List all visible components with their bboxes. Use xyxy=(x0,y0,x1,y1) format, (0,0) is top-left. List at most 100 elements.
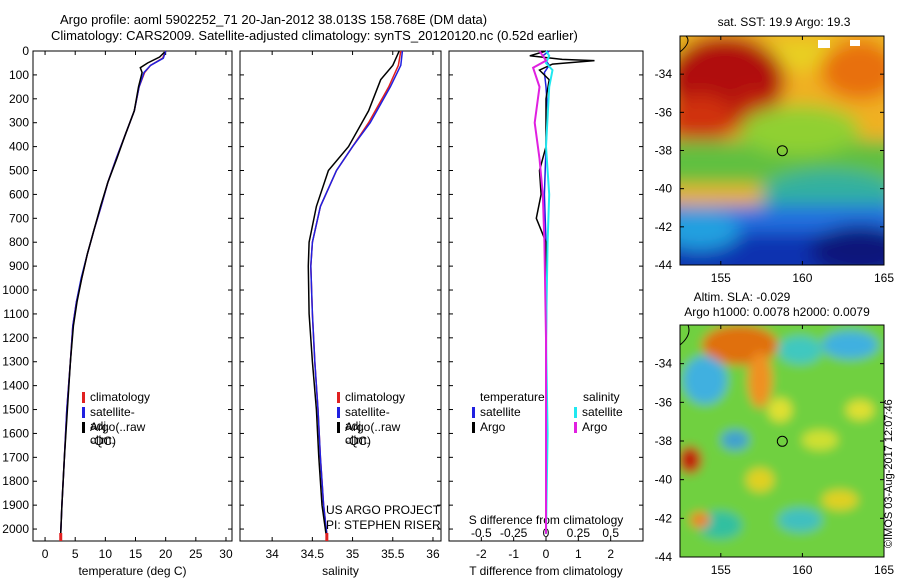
x-tick-label-t: 0 xyxy=(543,547,550,561)
project-name: US ARGO PROJECT xyxy=(326,503,441,517)
sst-title: sat. SST: 19.9 Argo: 19.3 xyxy=(718,15,851,29)
series-line-salinity-argo xyxy=(531,50,548,534)
sla-heatmap xyxy=(680,325,884,557)
depth-tick-label: 800 xyxy=(9,235,29,249)
legend-label-satellite: satellite-adj. clim. xyxy=(345,405,390,447)
legend-swatch-s-argo xyxy=(574,422,577,433)
x-tick-label: 36 xyxy=(426,547,440,561)
sst-heatmap xyxy=(680,36,884,265)
x-tick-label: 0 xyxy=(42,547,49,561)
x-tick-label: 25 xyxy=(189,547,203,561)
sla-title: Altim. SLA: -0.029 xyxy=(694,290,791,304)
legend-swatch-satellite xyxy=(337,407,340,418)
legend-swatch-climatology xyxy=(337,392,340,403)
depth-tick-label: 1200 xyxy=(2,331,29,345)
project-annotation: US ARGO PROJECT PI: STEPHEN RISER xyxy=(326,503,441,533)
series-line-satellite-adj-clim- xyxy=(59,50,167,534)
sla-subtitle: Argo h1000: 0.0078 h2000: 0.0079 xyxy=(684,305,870,319)
map-y-tick-label: -34 xyxy=(655,357,673,371)
depth-tick-label: 900 xyxy=(9,259,29,273)
map-y-tick-label: -40 xyxy=(655,473,673,487)
x-tick-label-t: -1 xyxy=(508,547,519,561)
legend-label-t-argo: Argo xyxy=(480,420,506,434)
series-line-temperature-argo xyxy=(529,50,595,534)
x-tick-label-t: 1 xyxy=(575,547,582,561)
difference-legend: temperature salinity satellite Argo sate… xyxy=(472,390,642,440)
map-y-tick-label: -38 xyxy=(655,434,673,448)
x-tick-label: 15 xyxy=(129,547,143,561)
depth-tick-label: 700 xyxy=(9,211,29,225)
x-tick-label-s: -0.25 xyxy=(500,526,528,540)
sst-argo-location-marker xyxy=(776,145,788,157)
series-line-climatology xyxy=(59,50,167,534)
map-y-tick-label: -42 xyxy=(655,511,673,525)
legend-label-argo: Argo(..raw -QC) xyxy=(345,420,401,448)
x-tick-label-t: -2 xyxy=(476,547,487,561)
x-tick-label-s: -0.5 xyxy=(471,526,492,540)
depth-tick-label: 200 xyxy=(9,92,29,106)
x-tick-label-s: 0.25 xyxy=(567,526,591,540)
map-y-tick-label: -42 xyxy=(655,220,673,234)
x-tick-label: 20 xyxy=(159,547,173,561)
x-tick-label-s: 0.5 xyxy=(602,526,619,540)
depth-tick-label: 2000 xyxy=(2,522,29,536)
legend-label-s-argo: Argo xyxy=(582,420,608,434)
map-y-tick-label: -38 xyxy=(655,144,673,158)
legend-swatch-t-satellite xyxy=(472,407,475,418)
depth-tick-label: 1300 xyxy=(2,355,29,369)
map-y-tick-label: -34 xyxy=(655,67,673,81)
map-y-tick-label: -36 xyxy=(655,105,673,119)
map-x-tick-label: 165 xyxy=(874,563,894,577)
depth-tick-label: 1900 xyxy=(2,498,29,512)
legend-label-climatology: climatology xyxy=(345,390,406,404)
depth-tick-label: 1700 xyxy=(2,450,29,464)
depth-tick-label: 600 xyxy=(9,187,29,201)
legend-label-t-satellite: satellite xyxy=(480,405,521,419)
legend-label-climatology: climatology xyxy=(90,390,151,404)
map-x-tick-label: 160 xyxy=(792,271,812,285)
depth-tick-label: 1500 xyxy=(2,403,29,417)
series-line-satellite-adj-clim- xyxy=(310,50,404,534)
x-tick-label: 34 xyxy=(265,547,279,561)
legend-swatch-argo xyxy=(337,422,340,433)
figure-title-line1: Argo profile: aoml 5902252_71 20-Jan-201… xyxy=(60,12,488,27)
map-y-tick-label: -44 xyxy=(655,258,673,272)
map-x-tick-label: 165 xyxy=(874,271,894,285)
depth-tick-label: 1000 xyxy=(2,283,29,297)
map-x-tick-label: 155 xyxy=(711,271,731,285)
legend-swatch-argo xyxy=(82,422,85,433)
legend-label-argo: Argo(..raw -QC) xyxy=(90,420,146,448)
map-y-tick-label: -40 xyxy=(655,182,673,196)
legend-swatch-t-argo xyxy=(472,422,475,433)
depth-tick-label: 300 xyxy=(9,116,29,130)
depth-tick-label: 500 xyxy=(9,164,29,178)
map-x-tick-label: 155 xyxy=(711,563,731,577)
series-line-argo-raw-qc- xyxy=(59,51,166,534)
depth-tick-label: 100 xyxy=(9,68,29,82)
legend-swatch-s-satellite xyxy=(574,407,577,418)
figure-title-line2: Climatology: CARS2009. Satellite-adjuste… xyxy=(51,28,578,43)
legend-heading-temperature: temperature xyxy=(480,390,545,404)
legend-heading-salinity: salinity xyxy=(583,390,620,404)
depth-tick-label: 400 xyxy=(9,140,29,154)
plot-frame-1 xyxy=(239,50,442,542)
depth-tick-label: 0 xyxy=(22,44,29,58)
depth-tick-label: 1400 xyxy=(2,379,29,393)
plot-frame-0 xyxy=(32,50,233,542)
x-axis-label-t: T difference from climatology xyxy=(469,564,623,578)
project-pi: PI: STEPHEN RISER xyxy=(326,518,441,532)
depth-tick-label: 1100 xyxy=(3,307,29,321)
depth-tick-label: 1800 xyxy=(2,474,29,488)
x-tick-label: 5 xyxy=(72,547,79,561)
series-line-climatology xyxy=(310,50,402,534)
x-tick-label: 35 xyxy=(346,547,360,561)
x-tick-label: 34.5 xyxy=(301,547,325,561)
legend-swatch-climatology xyxy=(82,392,85,403)
legend-label-satellite: satellite-adj. clim. xyxy=(90,405,135,447)
x-tick-label: 10 xyxy=(99,547,113,561)
legend-label-s-satellite: satellite xyxy=(582,405,623,419)
series-line-argo-raw-qc- xyxy=(307,50,400,534)
legend-swatch-satellite xyxy=(82,407,85,418)
x-tick-label-t: 2 xyxy=(607,547,614,561)
